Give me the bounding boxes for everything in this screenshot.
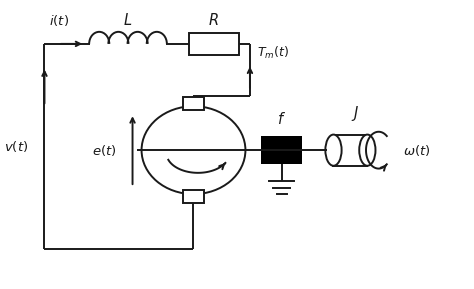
Ellipse shape xyxy=(359,135,375,166)
Text: $L$: $L$ xyxy=(123,12,133,28)
Text: $J$: $J$ xyxy=(351,104,359,123)
Bar xyxy=(183,97,204,110)
Bar xyxy=(189,33,238,55)
Text: $f$: $f$ xyxy=(277,112,286,127)
Ellipse shape xyxy=(325,135,342,166)
Bar xyxy=(261,136,302,164)
Bar xyxy=(334,135,367,166)
Bar xyxy=(183,190,204,203)
Text: $e(t)$: $e(t)$ xyxy=(92,143,117,158)
Text: $\omega(t)$: $\omega(t)$ xyxy=(402,143,430,158)
Text: $T_m(t)$: $T_m(t)$ xyxy=(257,45,289,61)
Text: $i(t)$: $i(t)$ xyxy=(49,13,69,28)
Text: $R$: $R$ xyxy=(209,12,219,28)
Text: $v(t)$: $v(t)$ xyxy=(4,139,28,154)
